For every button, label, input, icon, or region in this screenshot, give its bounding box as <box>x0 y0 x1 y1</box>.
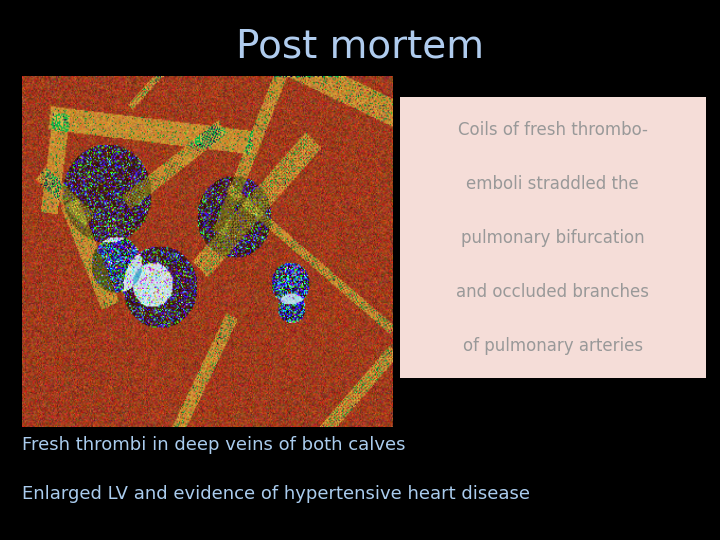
Text: Post mortem: Post mortem <box>236 27 484 65</box>
Text: Coils of fresh thrombo-: Coils of fresh thrombo- <box>458 120 647 139</box>
FancyBboxPatch shape <box>400 97 706 378</box>
Text: pulmonary bifurcation: pulmonary bifurcation <box>461 228 644 247</box>
Text: of pulmonary arteries: of pulmonary arteries <box>462 336 643 355</box>
Text: Enlarged LV and evidence of hypertensive heart disease: Enlarged LV and evidence of hypertensive… <box>22 485 530 503</box>
Text: Fresh thrombi in deep veins of both calves: Fresh thrombi in deep veins of both calv… <box>22 436 405 455</box>
Text: emboli straddled the: emboli straddled the <box>467 174 639 193</box>
Text: and occluded branches: and occluded branches <box>456 282 649 301</box>
